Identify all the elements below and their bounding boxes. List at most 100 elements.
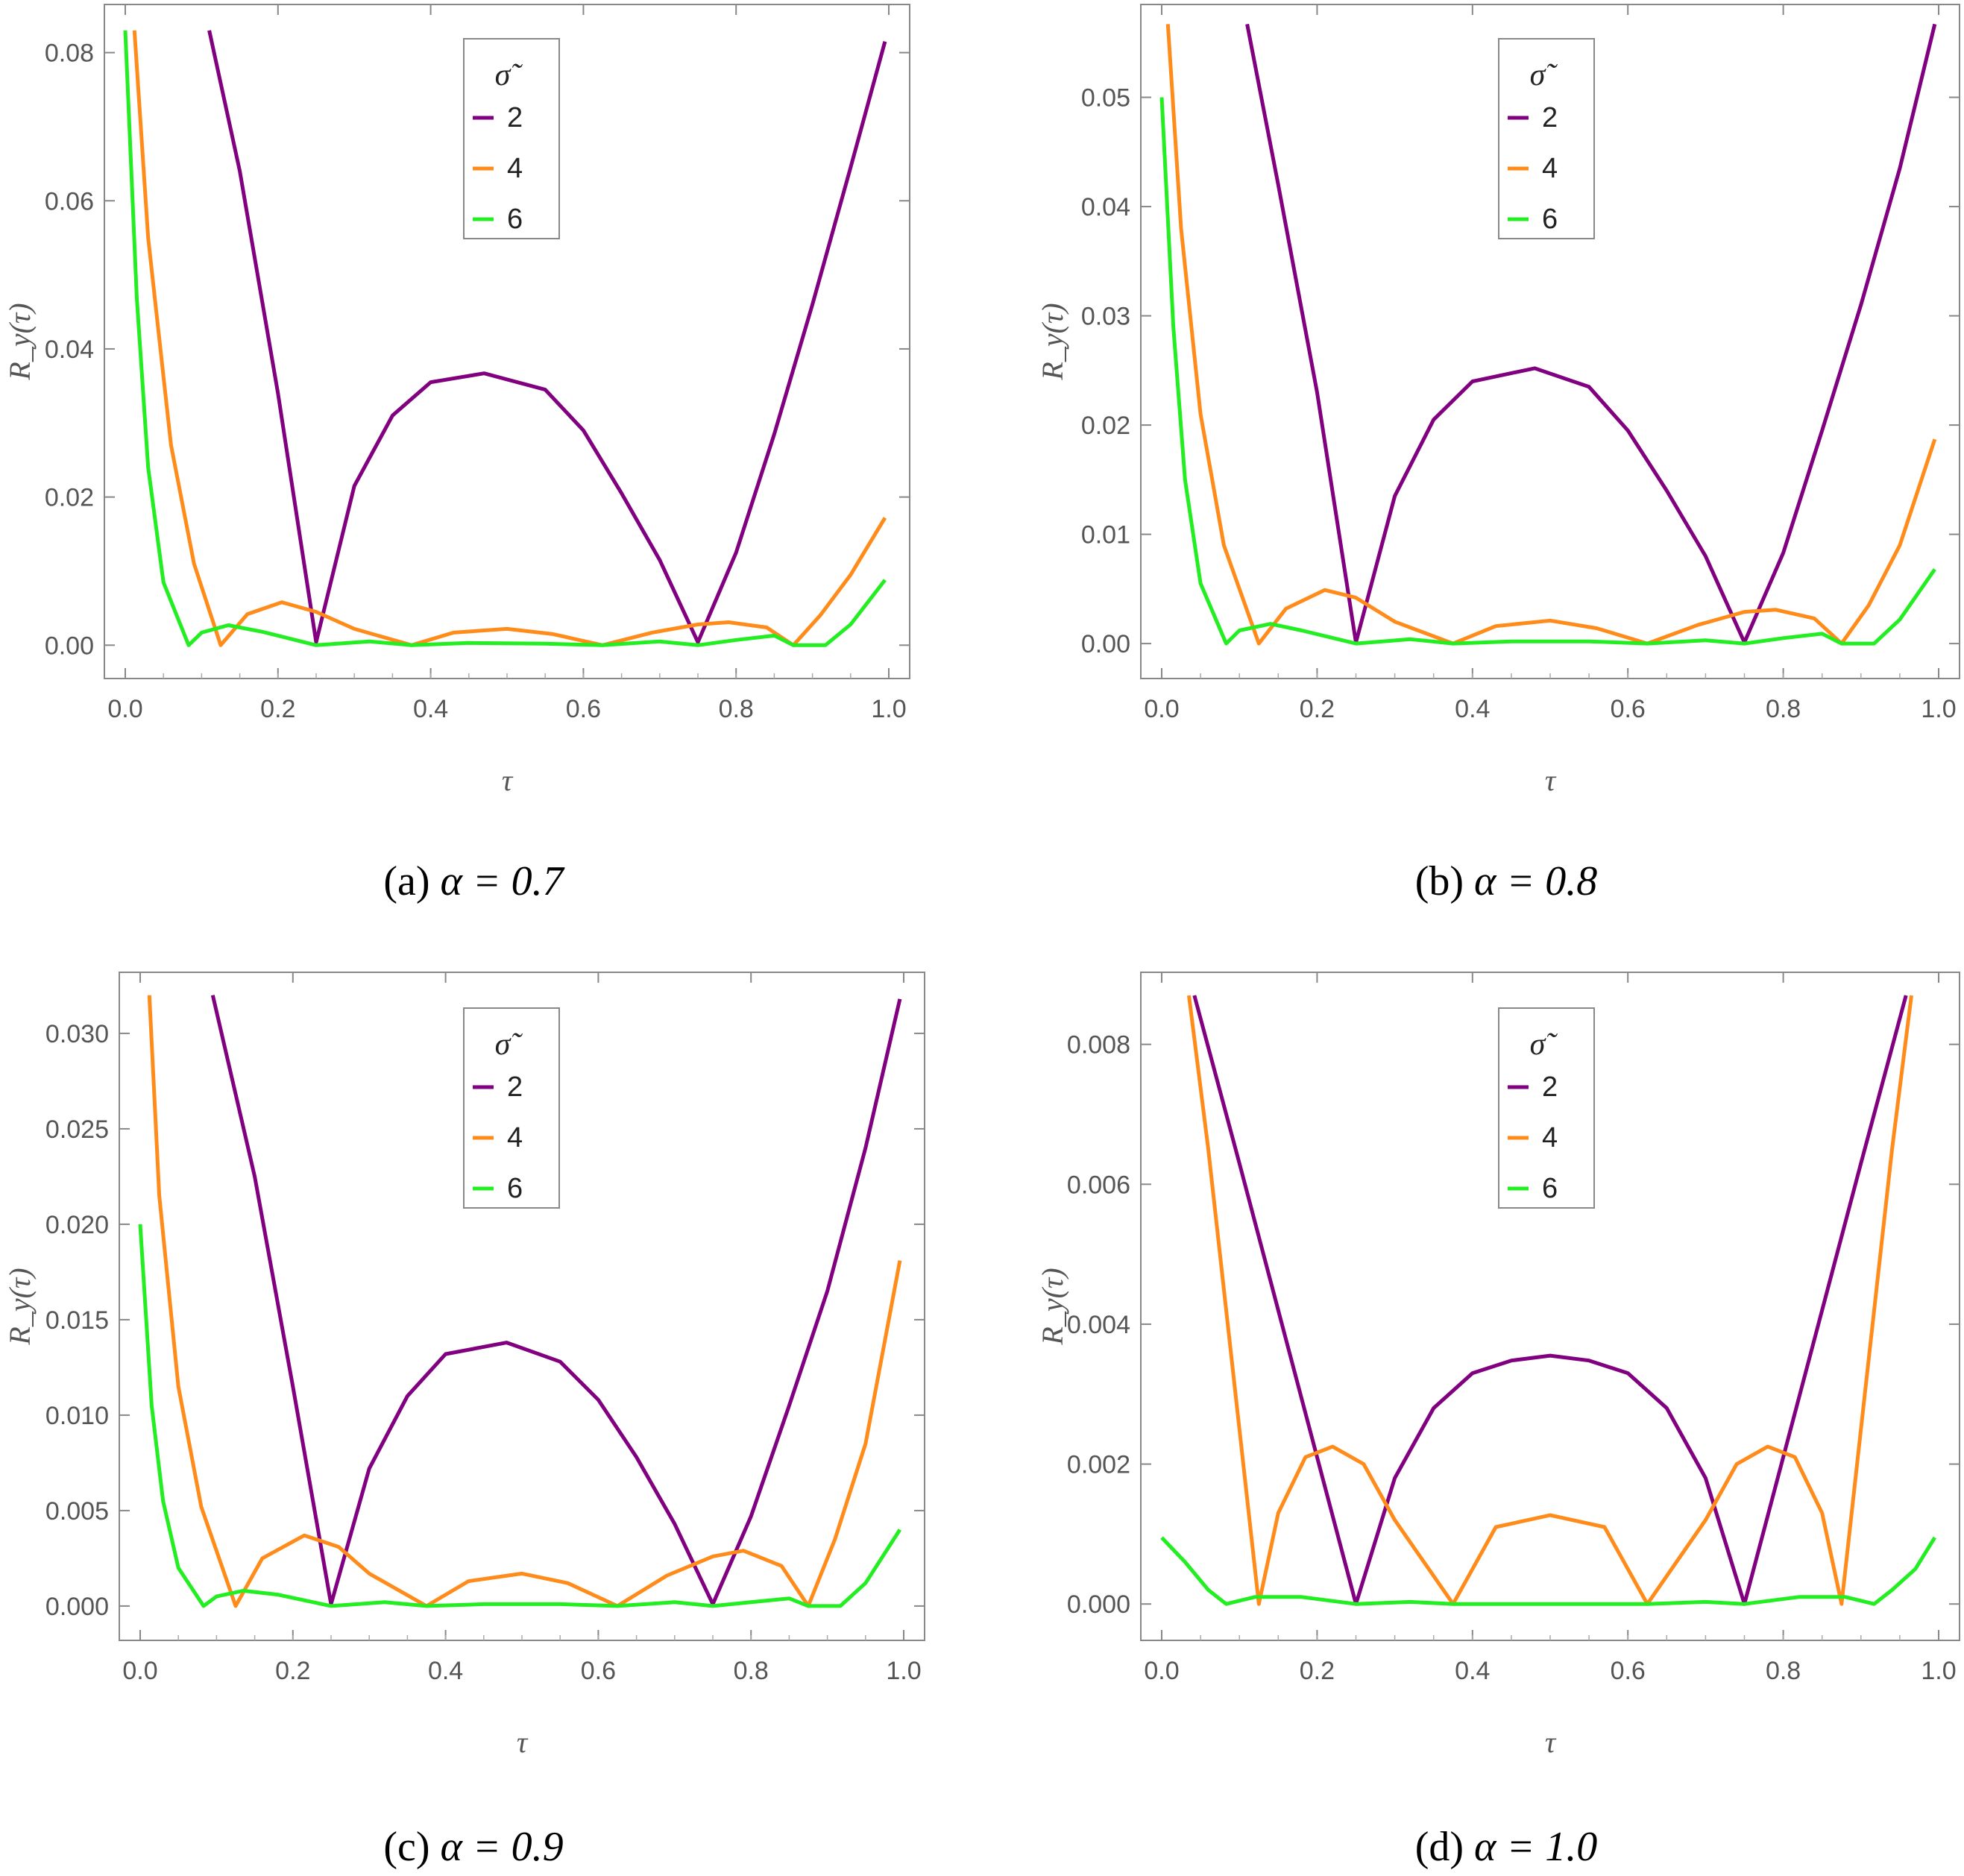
x-tick-label: 0.0: [107, 695, 142, 723]
legend-box: [463, 38, 560, 239]
chart-panel-b: 0.0 0.2 0.4 0.6 0.8 1.0 0.00 0.01 0.02 0.03 0.04 0.…: [1036, 4, 1960, 904]
legend-entry-6: 6: [507, 204, 523, 235]
y-axis-label: R_y(τ): [3, 1268, 37, 1345]
x-tick-label: 0.6: [1611, 1657, 1646, 1685]
x-tick-label: 0.0: [122, 1657, 157, 1685]
caption-param: α = 0.8: [1474, 858, 1597, 904]
y-tick-label: 0.010: [45, 1402, 109, 1430]
y-tick-label: 0.02: [45, 484, 94, 512]
legend-entry-4: 4: [1542, 1122, 1558, 1153]
y-tick-label: 0.020: [45, 1211, 109, 1239]
x-tick-label: 1.0: [871, 695, 906, 723]
x-tick-label: 0.2: [260, 695, 295, 723]
y-tick-label: 0.004: [1067, 1311, 1130, 1339]
caption-label: (c): [383, 1824, 440, 1870]
x-tick-label: 1.0: [1921, 695, 1956, 723]
legend-entry-2: 2: [1542, 1071, 1558, 1103]
series-line-2: [1192, 995, 1908, 1606]
x-tick-label: 0.4: [428, 1657, 463, 1685]
x-tick-label: 0.6: [566, 695, 601, 723]
chart-panel-d: 0.0 0.2 0.4 0.6 0.8 1.0 0.000 0.002 0.004 0.006 0.…: [1036, 972, 1960, 1870]
y-tick-label: 0.008: [1067, 1031, 1130, 1060]
x-tick-label: 0.4: [1455, 1657, 1490, 1685]
y-tick-label: 0.08: [45, 40, 94, 68]
x-axis-label: τ: [1545, 764, 1557, 797]
caption-param: α = 1.0: [1474, 1824, 1597, 1870]
x-tick-label: 1.0: [1921, 1657, 1956, 1685]
series-line-2: [210, 995, 902, 1606]
legend-entry-6: 6: [1542, 1173, 1558, 1204]
x-tick-label: 0.6: [1611, 695, 1646, 723]
x-tick-label: 0.8: [734, 1657, 769, 1685]
y-tick-label: 0.002: [1067, 1451, 1130, 1479]
series-line-6: [123, 30, 887, 647]
x-tick-label: 0.8: [719, 695, 754, 723]
legend-entry-4: 4: [507, 1122, 523, 1153]
x-tick-label: 1.0: [886, 1657, 921, 1685]
y-tick-label: 0.015: [45, 1306, 109, 1335]
legend-box: [463, 1007, 560, 1209]
series-line-2: [1245, 23, 1937, 645]
series-line-2: [207, 30, 887, 644]
series-line-4: [147, 995, 902, 1608]
y-tick-label: 0.01: [1081, 521, 1130, 550]
caption-label: (b): [1415, 858, 1474, 904]
x-tick-label: 0.8: [1766, 695, 1801, 723]
y-axis-label: R_y(τ): [1036, 303, 1069, 380]
x-tick-label: 0.4: [1455, 695, 1490, 723]
y-tick-label: 0.025: [45, 1115, 109, 1144]
chart-panel-c: 0.0 0.2 0.4 0.6 0.8 1.0 0.000 0.005 0.010 0.015 0.…: [3, 972, 925, 1870]
panel-caption: (a) α = 0.7: [383, 858, 564, 904]
caption-label: (a): [383, 858, 440, 904]
x-tick-label: 0.0: [1144, 1657, 1179, 1685]
series-line-6: [1159, 97, 1936, 646]
x-tick-label: 0.6: [581, 1657, 616, 1685]
caption-label: (d): [1415, 1824, 1474, 1870]
y-axis-label: R_y(τ): [1036, 1268, 1069, 1345]
y-tick-label: 0.00: [45, 632, 94, 660]
y-tick-label: 0.000: [1067, 1590, 1130, 1619]
panel-caption: (d) α = 1.0: [1415, 1824, 1597, 1870]
legend-entry-2: 2: [507, 102, 523, 133]
x-tick-label: 0.0: [1144, 695, 1179, 723]
y-tick-label: 0.02: [1081, 412, 1130, 440]
series-line-6: [1160, 1536, 1936, 1606]
y-tick-label: 0.05: [1081, 84, 1130, 113]
x-tick-label: 0.2: [275, 1657, 310, 1685]
y-tick-label: 0.006: [1067, 1171, 1130, 1199]
legend-box: [1498, 1007, 1595, 1209]
x-axis-label: τ: [517, 1725, 529, 1759]
y-tick-label: 0.04: [45, 336, 94, 364]
legend-box: [1498, 38, 1595, 239]
series-line-4: [1187, 995, 1913, 1606]
panel-caption: (c) α = 0.9: [383, 1824, 563, 1870]
series-line-4: [132, 30, 887, 647]
legend-entry-2: 2: [1542, 102, 1558, 133]
legend-entry-6: 6: [1542, 204, 1558, 235]
caption-param: α = 0.9: [440, 1824, 563, 1870]
x-tick-label: 0.2: [1300, 695, 1335, 723]
panel-caption: (b) α = 0.8: [1415, 858, 1597, 904]
series-line-4: [1165, 24, 1937, 646]
legend-entry-4: 4: [507, 153, 523, 184]
y-tick-label: 0.06: [45, 187, 94, 215]
x-tick-label: 0.2: [1300, 1657, 1335, 1685]
y-tick-label: 0.005: [45, 1497, 109, 1526]
y-tick-label: 0.030: [45, 1020, 109, 1048]
legend-entry-4: 4: [1542, 153, 1558, 184]
series-line-6: [138, 1224, 902, 1608]
chart-panel-a: 0.0 0.2 0.4 0.6 0.8 1.0 0.00 0.02 0.04 0.06 0.08 τ R…: [3, 4, 910, 904]
x-axis-label: τ: [502, 764, 514, 797]
y-tick-label: 0.000: [45, 1593, 109, 1621]
legend-entry-2: 2: [507, 1071, 523, 1103]
legend-entry-6: 6: [507, 1173, 523, 1204]
y-axis-label: R_y(τ): [3, 303, 37, 380]
y-tick-label: 0.03: [1081, 303, 1130, 331]
x-axis-label: τ: [1545, 1725, 1557, 1759]
caption-param: α = 0.7: [440, 858, 564, 904]
x-tick-label: 0.8: [1766, 1657, 1801, 1685]
y-tick-label: 0.04: [1081, 193, 1130, 221]
y-tick-label: 0.00: [1081, 630, 1130, 658]
x-tick-label: 0.4: [413, 695, 448, 723]
